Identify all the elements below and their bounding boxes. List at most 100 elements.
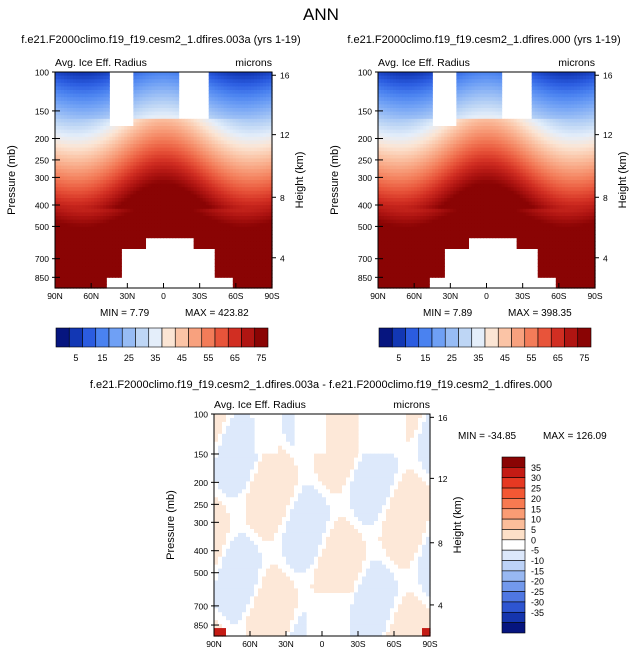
heatmap-cell — [127, 129, 131, 134]
heatmap-cell — [106, 104, 110, 109]
heatmap-cell — [378, 244, 382, 249]
heatmap-cell — [244, 100, 249, 105]
heatmap-cell — [100, 108, 104, 113]
heatmap-cell — [438, 255, 442, 260]
heatmap-cell — [211, 201, 216, 206]
heatmap-cell — [178, 187, 183, 192]
heatmap-cell — [145, 118, 150, 123]
heatmap-cell — [408, 219, 412, 224]
heatmap-cell — [82, 176, 86, 181]
heatmap-cell — [94, 226, 98, 231]
heatmap-cell — [417, 111, 421, 116]
heatmap-cell — [193, 234, 198, 239]
heatmap-cell — [121, 144, 125, 149]
heatmap-cell — [432, 252, 436, 257]
heatmap-cell — [67, 162, 71, 167]
heatmap-cell — [76, 248, 80, 253]
heatmap-cell — [408, 151, 412, 156]
heatmap-cell — [94, 126, 98, 131]
heatmap-cell — [172, 93, 177, 98]
heatmap-cell — [76, 266, 80, 271]
heatmap-cell — [178, 226, 183, 231]
heatmap-cell — [115, 216, 119, 221]
heatmap-cell — [220, 144, 225, 149]
heatmap-cell — [426, 100, 430, 105]
heatmap-cell — [154, 154, 159, 159]
heatmap-cell — [408, 273, 412, 278]
heatmap-cell — [265, 252, 270, 257]
heatmap-cell — [136, 93, 140, 98]
heatmap-cell — [247, 244, 252, 249]
heatmap-cell — [70, 273, 74, 278]
heatmap-cell — [97, 187, 101, 192]
heatmap-cell — [408, 234, 412, 239]
heatmap-cell — [414, 97, 418, 102]
heatmap-cell — [127, 172, 131, 177]
heatmap-cell — [136, 126, 140, 131]
heatmap-cell — [115, 190, 119, 195]
heatmap-cell — [136, 140, 140, 145]
heatmap-cell — [136, 90, 140, 95]
height-tick-label: 4 — [280, 253, 285, 263]
heatmap-cell — [384, 270, 388, 275]
heatmap-cell — [202, 147, 207, 152]
heatmap-cell — [55, 90, 59, 95]
heatmap-cell — [178, 230, 183, 235]
heatmap-cell — [181, 198, 186, 203]
heatmap-cell — [414, 147, 418, 152]
heatmap-cell — [420, 169, 424, 174]
heatmap-cell — [217, 158, 222, 163]
heatmap-cell — [211, 97, 216, 102]
heatmap-cell — [76, 216, 80, 221]
heatmap-cell — [253, 241, 258, 246]
heatmap-cell — [160, 201, 165, 206]
heatmap-cell — [73, 201, 77, 206]
heatmap-cell — [247, 122, 252, 127]
heatmap-cell — [223, 201, 228, 206]
heatmap-cell — [157, 118, 162, 123]
heatmap-cell — [265, 122, 270, 127]
heatmap-cell — [226, 266, 231, 271]
heatmap-cell — [232, 230, 237, 235]
heatmap-cell — [109, 212, 113, 217]
heatmap-cell — [265, 223, 270, 228]
heatmap-cell — [384, 216, 388, 221]
heatmap-cell — [420, 183, 424, 188]
heatmap-cell — [85, 126, 89, 131]
heatmap-cell — [193, 223, 198, 228]
heatmap-cell — [118, 144, 122, 149]
heatmap-cell — [124, 234, 128, 239]
heatmap-cell — [112, 216, 116, 221]
heatmap-cell — [112, 248, 116, 253]
heatmap-cell — [259, 169, 264, 174]
heatmap-cell — [381, 266, 385, 271]
y-tick-label: 400 — [35, 201, 49, 211]
heatmap-cell — [229, 97, 234, 102]
heatmap-cell — [73, 79, 77, 84]
heatmap-cell — [259, 230, 264, 235]
heatmap-cell — [399, 162, 403, 167]
heatmap-cell — [396, 262, 400, 267]
panel-title: f.e21.F2000climo.f19_f19.cesm2_1.dfires.… — [347, 34, 620, 46]
heatmap-cell — [381, 226, 385, 231]
heatmap-cell — [58, 223, 62, 228]
heatmap-cell — [441, 183, 445, 188]
heatmap-cell — [408, 190, 412, 195]
heatmap-cell — [145, 223, 150, 228]
heatmap-cell — [408, 147, 412, 152]
heatmap-cell — [151, 216, 156, 221]
heatmap-cell — [408, 144, 412, 149]
heatmap-cell — [91, 79, 95, 84]
heatmap-cell — [223, 270, 228, 275]
heatmap-cell — [384, 262, 388, 267]
heatmap-cell — [232, 111, 237, 116]
heatmap-cell — [202, 169, 207, 174]
heatmap-cell — [82, 219, 86, 224]
heatmap-cell — [378, 208, 382, 213]
heatmap-cell — [133, 190, 137, 195]
heatmap-cell — [226, 244, 231, 249]
heatmap-cell — [205, 180, 210, 185]
heatmap-cell — [384, 169, 388, 174]
heatmap-cell — [399, 280, 403, 285]
heatmap-cell — [190, 133, 195, 138]
